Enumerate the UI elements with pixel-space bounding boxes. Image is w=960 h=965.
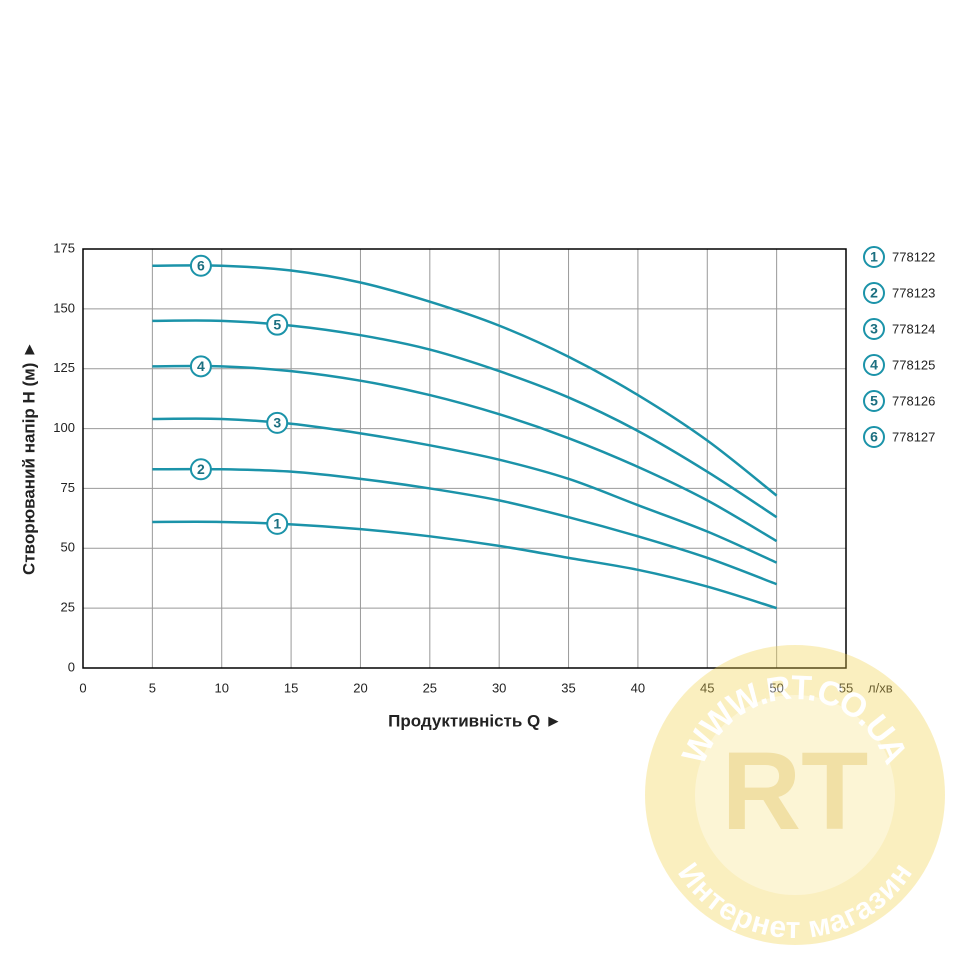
curve (152, 467, 778, 586)
curve (152, 417, 778, 564)
legend-badge (863, 390, 885, 412)
legend-badge (863, 282, 885, 304)
legend-label: 778127 (892, 429, 935, 444)
legend-label: 778126 (892, 393, 935, 408)
curve (152, 264, 778, 497)
curve-badge-label: 2 (197, 461, 205, 477)
legend-badge-label: 6 (870, 429, 878, 445)
curve-badge (189, 458, 212, 481)
plot-frame (82, 248, 847, 669)
curve-badge-label: 1 (273, 516, 281, 532)
y-axis-label: Створюваний напір Н (м) ► (19, 341, 38, 575)
watermark: RT WWW.RT.CO.UA Интернет магазин (645, 645, 945, 945)
y-tick-label: 75 (61, 480, 75, 495)
curve-badge (266, 512, 289, 535)
x-tick-label: 35 (561, 680, 575, 695)
y-tick-label: 0 (68, 659, 75, 674)
watermark-inner (695, 695, 895, 895)
y-tick-label: 150 (53, 300, 75, 315)
x-tick-label: 55 (839, 680, 853, 695)
legend-badge-label: 3 (870, 321, 878, 337)
x-tick-label: 5 (149, 680, 156, 695)
legend-badge (863, 246, 885, 268)
x-unit: л/хв (868, 680, 893, 695)
x-tick-label: 25 (423, 680, 437, 695)
watermark-logo: RT (722, 730, 869, 853)
x-tick-label: 10 (214, 680, 228, 695)
x-tick-label: 45 (700, 680, 714, 695)
curve-badge (266, 313, 289, 336)
curve-badge (266, 411, 289, 434)
x-tick-label: 50 (769, 680, 783, 695)
curve-badge-label: 3 (273, 415, 281, 431)
legend-label: 778123 (892, 285, 935, 300)
watermark-disc (645, 645, 945, 945)
curve (152, 364, 778, 543)
legend-badge (863, 354, 885, 376)
legend-badge (863, 426, 885, 448)
legend-badge-label: 1 (870, 249, 878, 265)
curve-badge-label: 4 (197, 358, 205, 374)
y-tick-label: 50 (61, 540, 75, 555)
legend-badge (863, 318, 885, 340)
x-tick-label: 30 (492, 680, 506, 695)
curve-badge (189, 254, 212, 277)
y-tick-label: 175 (53, 240, 75, 255)
legend-badge-label: 5 (870, 393, 878, 409)
legend-label: 778124 (892, 321, 935, 336)
curve-badge-label: 6 (197, 257, 205, 273)
x-tick-label: 15 (284, 680, 298, 695)
legend-label: 778122 (892, 249, 935, 264)
legend-badge-label: 4 (870, 357, 878, 373)
x-tick-label: 20 (353, 680, 367, 695)
legend-label: 778125 (892, 357, 935, 372)
x-axis-label: Продуктивність Q ► (388, 711, 562, 730)
y-tick-label: 25 (61, 600, 75, 615)
curve (152, 319, 778, 519)
legend-badge-label: 2 (870, 285, 878, 301)
curve-badge-label: 5 (273, 316, 281, 332)
curve (152, 520, 778, 610)
y-tick-label: 100 (53, 420, 75, 435)
x-tick-label: 0 (79, 680, 86, 695)
x-tick-label: 40 (631, 680, 645, 695)
y-tick-label: 125 (53, 360, 75, 375)
curve-badge (189, 355, 212, 378)
